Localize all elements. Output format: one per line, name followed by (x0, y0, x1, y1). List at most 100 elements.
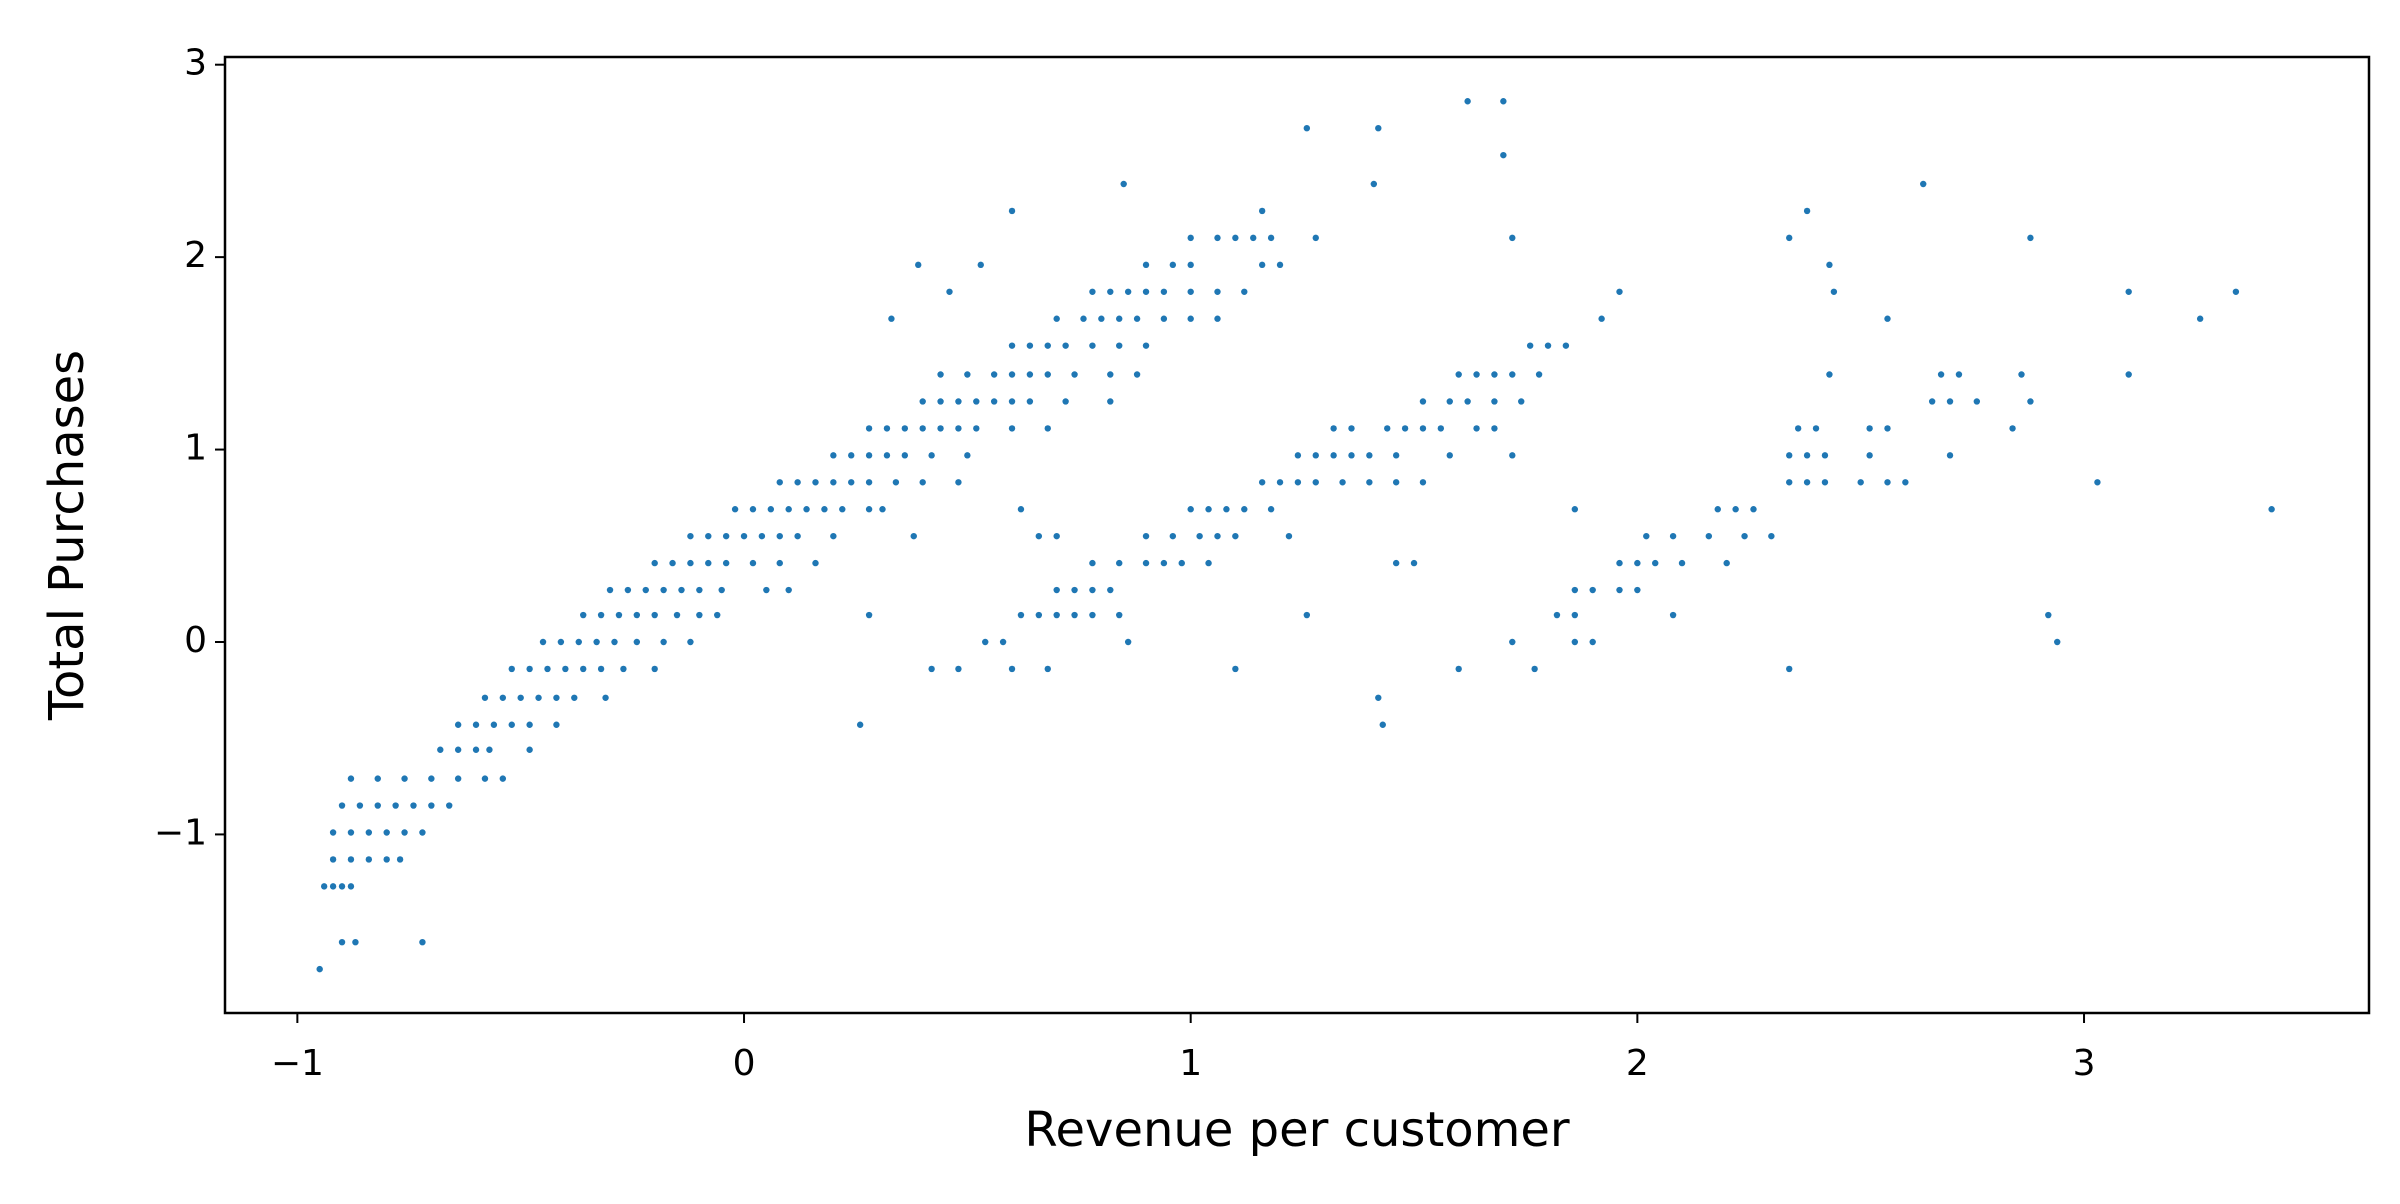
point (830, 452, 837, 459)
point (526, 665, 533, 673)
point (597, 611, 605, 619)
point (1866, 452, 1873, 459)
point (1643, 532, 1650, 540)
point (1509, 452, 1516, 459)
point (758, 532, 766, 540)
point (1062, 342, 1069, 349)
point (611, 638, 618, 646)
point (454, 746, 462, 753)
point (1026, 342, 1034, 349)
point (365, 856, 373, 863)
point (937, 425, 944, 432)
point (1214, 234, 1221, 242)
point (1384, 425, 1391, 432)
x-tick-label: 2 (1626, 1043, 1649, 1084)
point (1187, 315, 1194, 322)
point (1089, 586, 1096, 594)
point (1669, 611, 1677, 619)
point (1500, 151, 1507, 159)
point (1473, 371, 1480, 378)
point (1571, 638, 1579, 646)
point (1464, 98, 1471, 105)
point (338, 802, 346, 809)
point (365, 829, 373, 836)
point (678, 586, 685, 594)
point (1509, 234, 1516, 242)
point (1826, 261, 1833, 269)
point (973, 425, 980, 432)
point (347, 829, 355, 836)
point (392, 802, 399, 809)
point (910, 532, 917, 540)
point (1392, 452, 1400, 459)
point (1786, 452, 1793, 459)
point (2232, 288, 2240, 295)
point (1768, 532, 1775, 540)
point (1598, 315, 1605, 322)
point (673, 611, 681, 619)
point (508, 721, 515, 728)
point (580, 665, 587, 673)
point (428, 775, 435, 782)
point (316, 965, 323, 973)
point (1116, 315, 1123, 322)
point (1786, 234, 1793, 242)
point (1250, 234, 1257, 242)
y-axis-label: Total Purchases (39, 350, 95, 721)
point (990, 371, 998, 378)
point (830, 532, 837, 540)
point (1294, 479, 1302, 486)
point (1401, 425, 1409, 432)
point (883, 425, 891, 432)
point (1330, 425, 1337, 432)
point (1634, 559, 1641, 567)
point (1241, 288, 1248, 295)
point (1348, 425, 1355, 432)
point (1370, 180, 1378, 188)
point (1205, 559, 1212, 567)
point (2027, 234, 2034, 242)
point (356, 802, 364, 809)
x-tick-label: 1 (1179, 1043, 1202, 1084)
point (1142, 288, 1150, 295)
point (329, 883, 337, 890)
point (1267, 506, 1275, 513)
point (347, 775, 355, 782)
point (329, 829, 337, 836)
point (1794, 425, 1802, 432)
point (919, 479, 926, 486)
point (472, 721, 480, 728)
point (575, 638, 582, 646)
point (839, 506, 846, 513)
point (1044, 371, 1051, 378)
point (633, 611, 641, 619)
point (955, 479, 962, 486)
point (865, 425, 873, 432)
point (714, 611, 721, 619)
point (1410, 559, 1418, 567)
point (1464, 398, 1471, 405)
point (865, 479, 873, 486)
point (865, 611, 873, 619)
point (982, 638, 989, 646)
point (785, 586, 792, 594)
x-tick-label: 3 (2073, 1043, 2096, 1084)
point (856, 721, 864, 728)
point (1553, 611, 1561, 619)
point (1723, 559, 1730, 567)
point (1133, 315, 1141, 322)
point (2125, 288, 2132, 295)
point (1124, 638, 1132, 646)
point (740, 532, 748, 540)
point (803, 506, 810, 513)
point (1232, 665, 1239, 673)
point (865, 506, 873, 513)
point (1241, 506, 1248, 513)
point (1379, 721, 1386, 728)
point (401, 829, 408, 836)
point (687, 532, 694, 540)
point (419, 829, 426, 836)
point (830, 479, 837, 486)
point (1616, 288, 1623, 295)
